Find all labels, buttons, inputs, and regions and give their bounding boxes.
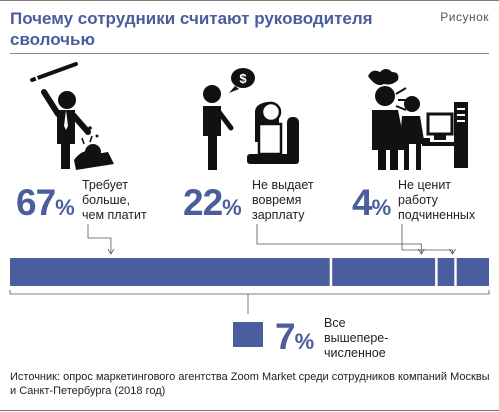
caption-1: Требует больше, чем платит	[82, 178, 147, 223]
caption-3-line: Не ценит	[398, 178, 452, 192]
caption-3: Не ценит работу подчиненных	[398, 178, 475, 223]
legend-swatch	[233, 322, 263, 347]
title-divider	[10, 53, 489, 54]
caption-2-line: Не выдает	[252, 178, 314, 192]
value-label-1: 67%	[16, 184, 75, 221]
value-label-3-number: 4	[352, 182, 373, 223]
bar-segment-3	[437, 258, 455, 286]
percent-sign: %	[294, 329, 315, 354]
connector-line-3	[401, 224, 453, 253]
bar-segment-1	[10, 258, 330, 286]
value-label-2-number: 22	[183, 182, 223, 223]
money-bubble-text: $	[239, 71, 247, 86]
caption-3-line: работу	[398, 193, 438, 207]
bar-segment-2	[332, 258, 436, 286]
boss-scolding-worker-icon	[368, 69, 468, 170]
caption-2-line: зарплату	[252, 208, 305, 222]
employee-asking-money-icon: $	[203, 68, 299, 170]
bracket-line	[9, 290, 490, 295]
connector-arrow-3	[449, 248, 456, 255]
caption-1-line: больше,	[82, 193, 131, 207]
figure-label: Рисунок	[440, 10, 489, 24]
percent-sign: %	[371, 195, 392, 220]
percent-sign: %	[55, 195, 75, 220]
value-label-2: 22%	[183, 184, 242, 221]
boss-beating-employee-icon	[30, 62, 114, 170]
connector-line-1	[87, 224, 112, 253]
connector-arrow-1	[107, 248, 115, 255]
caption-4-line: численное	[324, 346, 386, 360]
bar-segment-4	[456, 258, 489, 286]
caption-4: Все вышепере- численное	[324, 316, 388, 361]
value-label-4-number: 7	[275, 316, 296, 357]
percent-sign: %	[222, 195, 242, 220]
value-label-3: 4%	[352, 184, 391, 221]
caption-4-line: вышепере-	[324, 331, 389, 345]
caption-2: Не выдает вовремя зарплату	[252, 178, 314, 223]
value-label-4: 7%	[275, 318, 314, 355]
caption-3-line: подчиненных	[398, 208, 476, 222]
source-note: Источник: опрос маркетингового агентства…	[10, 371, 490, 397]
value-label-1-number: 67	[16, 182, 56, 223]
caption-1-line: чем платит	[82, 208, 147, 222]
caption-4-line: Все	[324, 316, 346, 330]
caption-1-line: Требует	[82, 178, 128, 192]
bottom-rule	[0, 410, 499, 411]
connector-arrow-2	[417, 248, 425, 255]
page-title: Почему сотрудники считают руководителя с…	[10, 9, 373, 49]
top-rule	[0, 0, 499, 1]
caption-2-line: вовремя	[252, 193, 302, 207]
connector-line-2	[256, 224, 422, 253]
